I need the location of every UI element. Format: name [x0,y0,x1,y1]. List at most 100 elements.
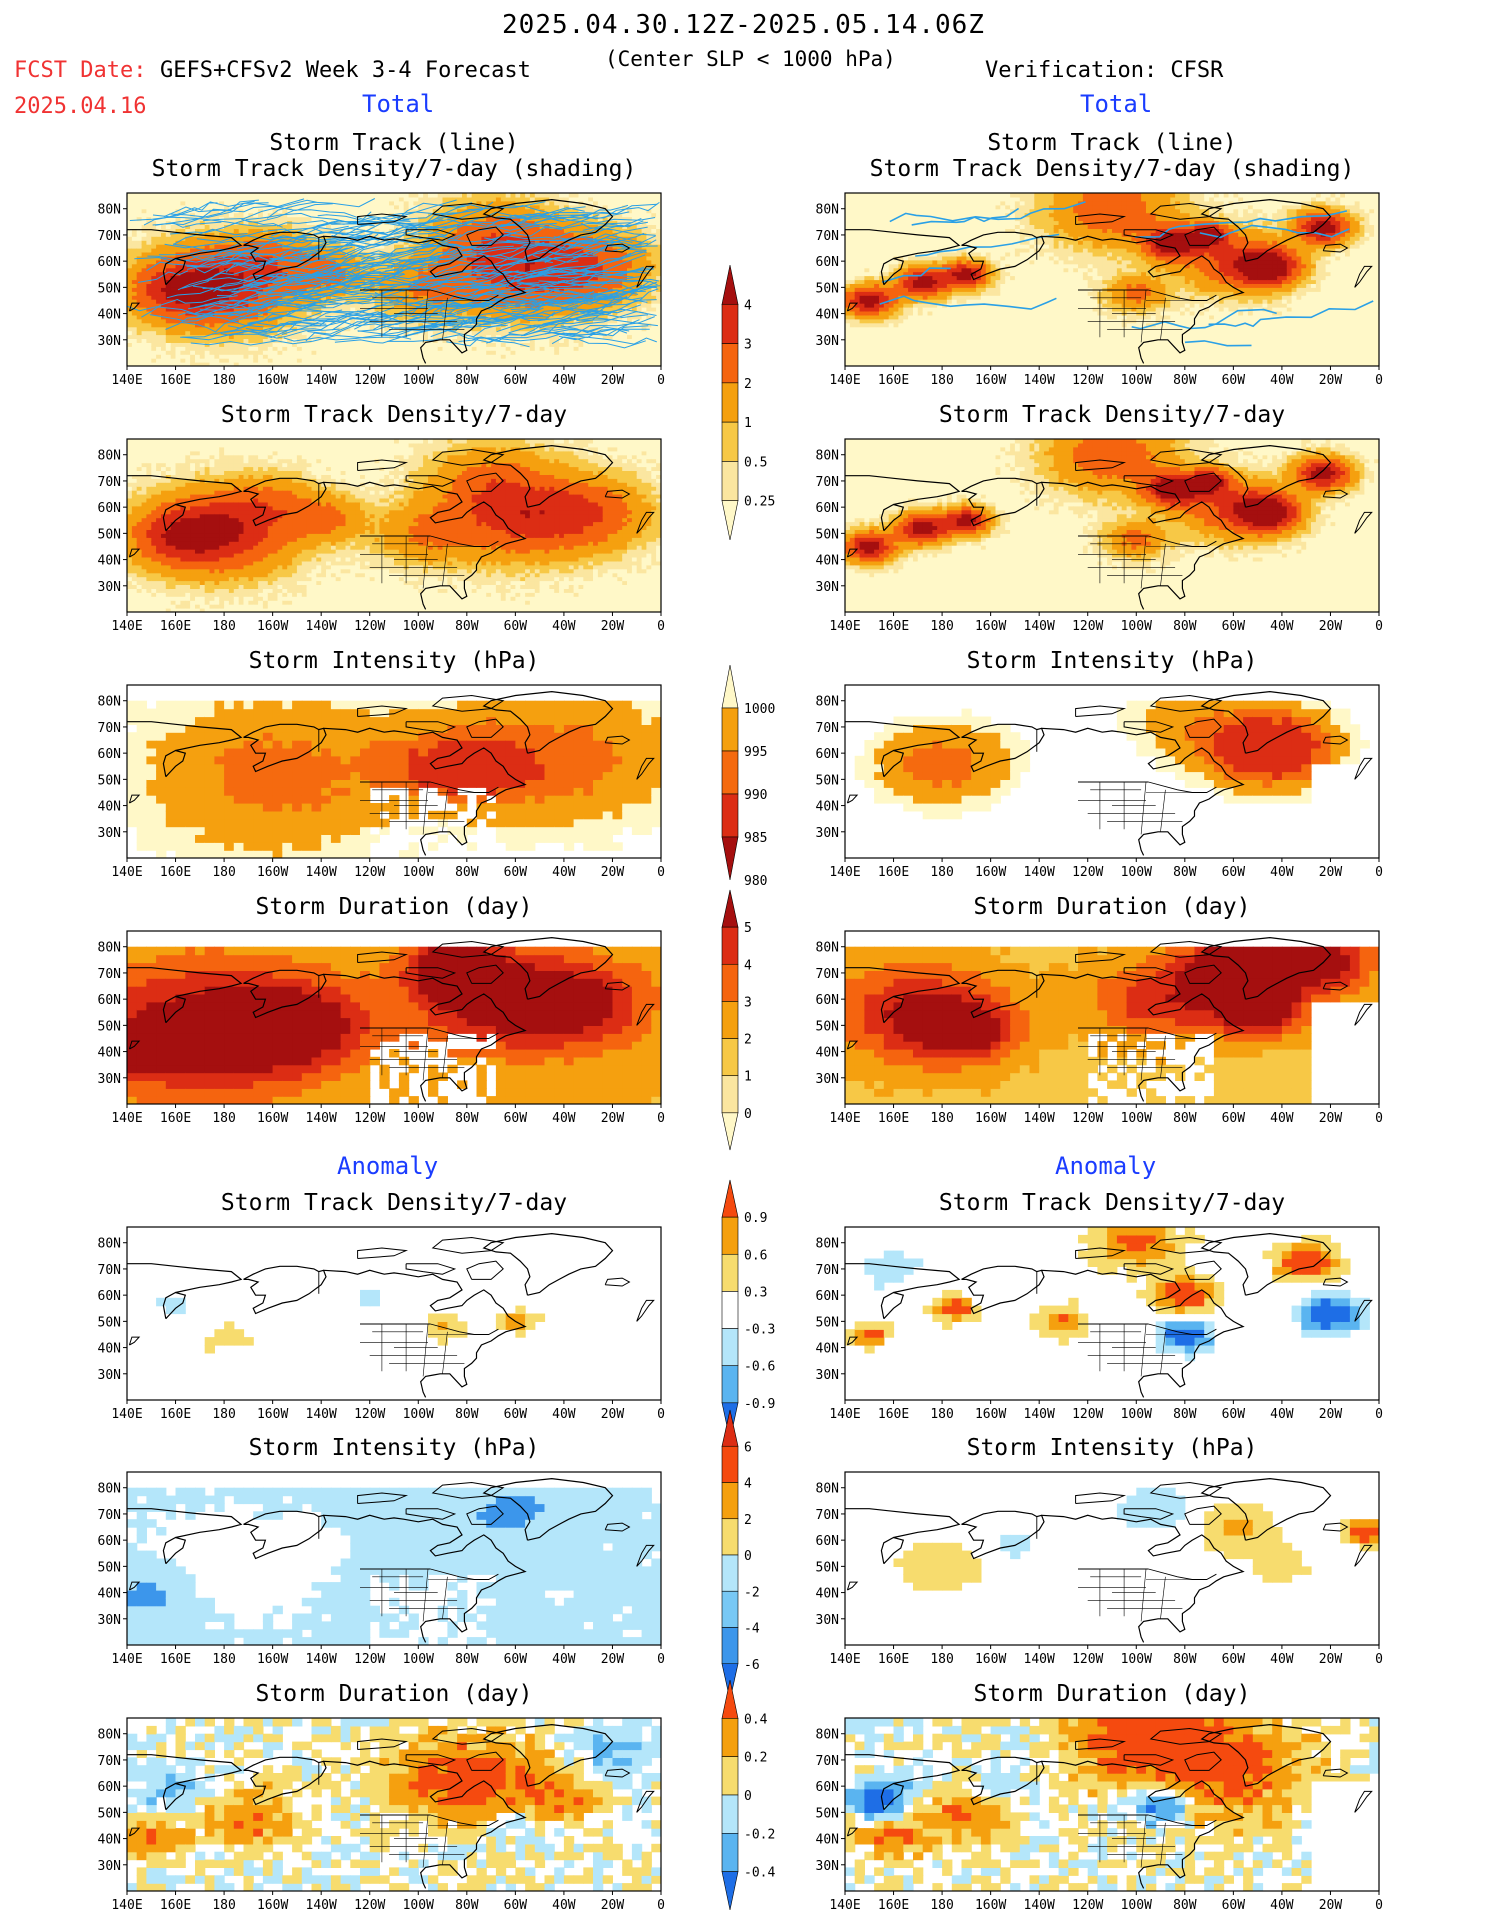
shaded-cell [161,255,167,261]
shaded-cell [612,252,618,257]
shaded-cell [428,326,434,332]
shaded-cell [452,252,458,257]
shaded-cell [636,354,643,359]
shaded-cell [627,322,633,328]
shaded-cell [243,350,249,355]
shaded-cell [170,255,177,261]
shaded-cell [350,212,356,218]
shaded-cell [394,244,400,249]
shaded-cell [442,216,448,222]
shaded-cell [141,314,148,320]
shaded-cell [301,291,308,296]
shaded-cell [360,208,366,214]
shaded-cell [277,311,283,316]
storm-track-line [186,258,354,271]
shaded-cell [248,267,254,273]
shaded-cell [127,314,133,320]
shaded-cell [136,275,143,281]
shaded-cell [612,196,618,202]
shaded-cell [525,252,531,257]
shaded-cell [641,193,648,198]
shaded-cell [243,311,249,316]
shaded-cell [515,271,521,277]
shaded-cell [462,346,468,351]
shaded-cell [258,193,264,198]
shaded-cell [326,291,332,296]
shaded-cell [554,204,560,210]
shaded-cell [442,350,448,355]
shaded-cell [185,342,191,347]
shaded-cell [413,271,419,277]
shaded-cell [457,193,463,198]
shaded-cell [190,236,196,241]
shaded-cell [355,338,361,343]
shaded-cell [209,224,215,229]
shaded-cell [267,362,274,366]
shaded-cell [559,338,565,343]
shaded-cell [369,244,376,249]
shaded-cell [656,263,661,269]
shaded-cell [651,358,657,363]
shaded-cell [238,338,245,343]
shaded-cell [428,228,434,233]
shaded-cell [374,334,381,339]
shaded-cell [568,255,575,261]
shaded-cell [398,208,405,214]
shaded-cell [296,196,303,202]
shaded-cell [228,334,235,339]
shaded-cell [161,330,167,336]
shaded-cell [131,240,138,245]
shaded-cell [413,362,419,366]
shaded-cell [345,303,351,308]
shaded-cell [316,338,322,343]
shaded-cell [258,220,264,225]
shaded-cell [306,346,313,351]
shaded-cell [340,196,347,202]
shaded-cell [500,295,507,300]
shaded-cell [539,267,546,273]
shaded-cell [369,346,376,351]
shaded-cell [161,263,167,269]
shaded-cell [471,204,478,210]
shaded-cell [248,255,254,261]
shaded-cell [224,212,230,218]
shaded-cell [398,354,405,359]
shaded-cell [311,236,317,241]
shaded-cell [384,299,390,304]
shaded-cell [180,326,186,332]
shaded-cell [364,196,371,202]
shaded-cell [505,224,512,229]
shaded-cell [622,346,628,351]
shaded-cell [185,279,191,284]
shaded-cell [369,248,376,253]
shaded-cell [185,216,191,222]
shaded-cell [316,200,322,206]
shaded-cell [520,263,526,269]
shaded-cell [161,303,167,308]
shaded-cell [534,362,541,366]
shaded-cell [219,271,225,277]
shaded-cell [146,267,152,273]
shaded-cell [161,244,167,249]
shaded-cell [355,212,361,218]
shaded-cell [636,204,643,210]
shaded-cell [573,224,580,229]
shaded-cell [219,208,225,214]
shaded-cell [583,362,589,366]
shaded-cell [180,322,186,328]
shaded-cell [428,208,434,214]
shaded-cell [452,358,458,363]
shaded-cell [534,338,541,343]
shaded-cell [146,354,152,359]
shaded-cell [646,271,652,277]
shaded-cell [360,252,366,257]
shaded-cell [282,342,288,347]
shaded-cell [423,279,429,284]
shaded-cell [447,263,453,269]
shaded-cell [248,271,254,277]
shaded-cell [161,299,167,304]
shaded-cell [432,208,439,214]
shaded-cell [219,236,225,241]
shaded-cell [423,350,429,355]
shaded-cell [272,354,279,359]
